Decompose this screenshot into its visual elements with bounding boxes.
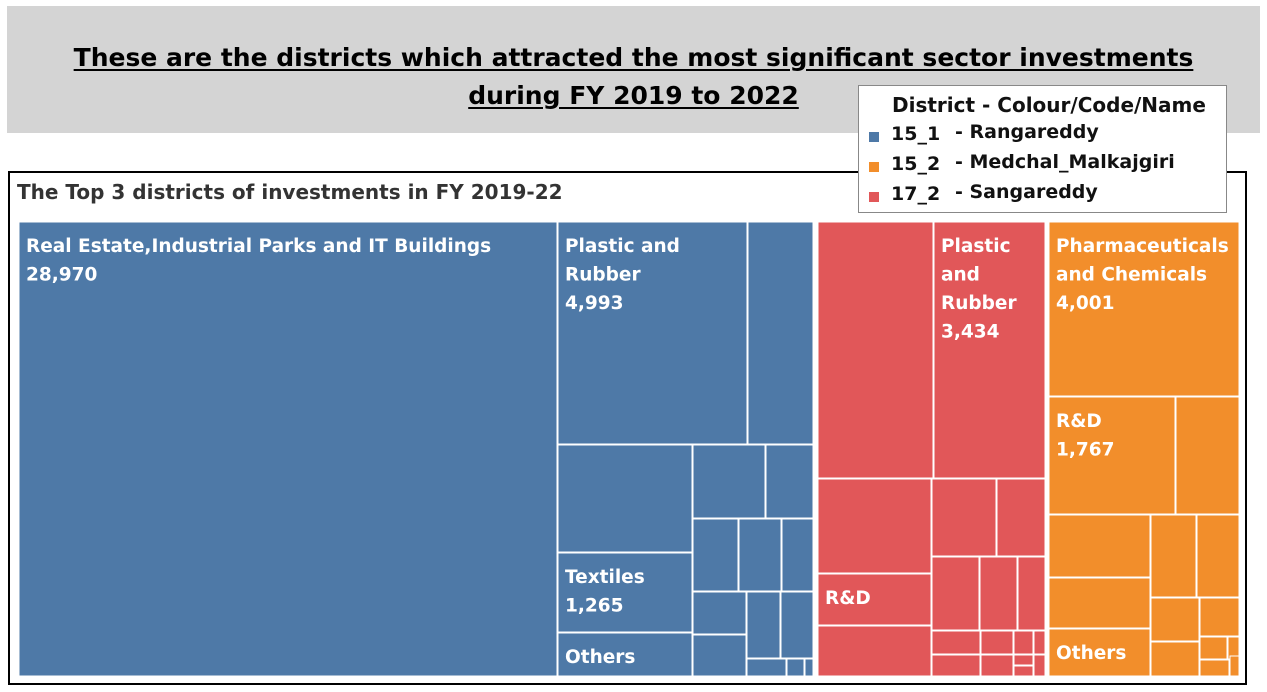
- treemap-cell-17-2: [817, 478, 932, 574]
- page-title-line-1: These are the districts which attracted …: [73, 43, 1194, 72]
- treemap-label: 3,434: [941, 322, 1000, 343]
- treemap-label: Others: [565, 647, 635, 668]
- treemap-label: 4,993: [565, 293, 624, 314]
- legend-swatch-15-1: [869, 132, 879, 142]
- cell-plastic-rubber: [933, 221, 1046, 479]
- treemap-cell-15-2: [1150, 597, 1200, 642]
- treemap-cell-15-2: [1196, 514, 1240, 598]
- treemap-label: Plastic and: [565, 236, 680, 257]
- treemap-cell-17-2: [1033, 654, 1046, 677]
- cell-others: [1048, 628, 1151, 677]
- treemap-cell-15-2: [1048, 577, 1151, 629]
- treemap-label: R&D: [825, 588, 871, 609]
- treemap-cell-15-2: [1199, 636, 1228, 660]
- legend-code: 15_1: [891, 123, 941, 145]
- legend-swatch-15-2: [869, 162, 879, 172]
- treemap-cell-15-1: [746, 591, 781, 659]
- treemap-cell-17-2: [1013, 665, 1034, 677]
- cell-others: [557, 632, 693, 677]
- cell-plastic-rubber: [557, 221, 748, 445]
- treemap-label: Others: [1056, 643, 1126, 664]
- treemap-cell-15-1: [557, 444, 693, 553]
- treemap-cell-17-2: [817, 221, 934, 479]
- treemap-cell-17-2: [980, 630, 1014, 655]
- legend-name: - Medchal_Malkajgiri: [955, 151, 1175, 173]
- cell-textiles: [557, 552, 693, 633]
- treemap-cell-17-2: [931, 654, 981, 677]
- treemap-label: 4,001: [1056, 293, 1115, 314]
- treemap-label: Rubber: [565, 265, 641, 286]
- treemap-cell-15-1: [786, 658, 805, 677]
- treemap-label: Plastic: [941, 236, 1011, 257]
- treemap-cell-15-1: [804, 658, 814, 677]
- treemap-cell-15-2: [1048, 514, 1151, 578]
- treemap-label: 1,265: [565, 596, 624, 617]
- treemap-cell-15-2: [1229, 655, 1240, 677]
- cell-rnd: [817, 573, 932, 626]
- treemap-cell-15-1: [780, 591, 814, 659]
- treemap-cell-15-1: [692, 634, 747, 677]
- cell-rnd: [1048, 396, 1176, 515]
- treemap-label: Real Estate,Industrial Parks and IT Buil…: [26, 236, 491, 257]
- header-banner: These are the districts which attracted …: [7, 6, 1260, 133]
- treemap-label: 28,970: [26, 265, 97, 286]
- treemap-cell-17-2: [1013, 654, 1034, 666]
- treemap-cell-15-2: [1199, 597, 1240, 637]
- treemap-label: 1,767: [1056, 440, 1115, 461]
- treemap-cell-15-1: [692, 444, 766, 519]
- treemap-cell-17-2: [931, 556, 980, 631]
- treemap-cell-17-2: [996, 478, 1046, 557]
- treemap-cell-15-2: [1150, 641, 1200, 677]
- legend-name: - Sangareddy: [955, 181, 1098, 203]
- treemap-cell-15-1: [746, 658, 787, 677]
- treemap-label: Rubber: [941, 293, 1017, 314]
- page-title: These are the districts which attracted …: [7, 39, 1260, 115]
- legend-title: District - Colour/Code/Name: [892, 93, 1206, 117]
- treemap-cell-15-1: [692, 591, 747, 635]
- treemap-cell-17-2: [1033, 630, 1046, 655]
- legend: District - Colour/Code/Name 15_1 - Ranga…: [858, 85, 1227, 213]
- treemap-cell-15-1: [747, 221, 814, 445]
- chart-title: The Top 3 districts of investments in FY…: [17, 180, 563, 204]
- treemap-label: and Chemicals: [1056, 265, 1207, 286]
- legend-name: - Rangareddy: [955, 121, 1099, 143]
- treemap-cell-15-2: [1150, 514, 1197, 598]
- treemap-cell-15-1: [692, 518, 739, 592]
- treemap-cell-17-2: [980, 654, 1014, 677]
- treemap-cell-15-1: [738, 518, 782, 592]
- legend-swatch-17-2: [869, 192, 879, 202]
- treemap-label: and: [941, 265, 980, 286]
- treemap-cell-17-2: [931, 630, 981, 655]
- treemap-label: R&D: [1056, 411, 1102, 432]
- treemap-cell-17-2: [931, 478, 997, 557]
- legend-code: 15_2: [891, 153, 941, 175]
- treemap-cell-15-1: [765, 444, 814, 519]
- treemap-cell-15-2: [1175, 396, 1240, 515]
- cell-real-estate: [18, 221, 558, 677]
- page-title-line-2: during FY 2019 to 2022: [468, 81, 799, 110]
- legend-code: 17_2: [891, 183, 941, 205]
- treemap-label: Textiles: [565, 567, 645, 588]
- treemap-cell-15-1: [781, 518, 814, 592]
- treemap-cell-17-2: [1013, 630, 1034, 655]
- cell-pharma-chemicals: [1048, 221, 1240, 397]
- treemap-label: Pharmaceuticals: [1056, 236, 1229, 257]
- treemap-cell-17-2: [1017, 556, 1046, 631]
- treemap-cell-17-2: [979, 556, 1018, 631]
- treemap-cell-17-2: [817, 625, 932, 677]
- treemap-cell-15-2: [1199, 659, 1230, 677]
